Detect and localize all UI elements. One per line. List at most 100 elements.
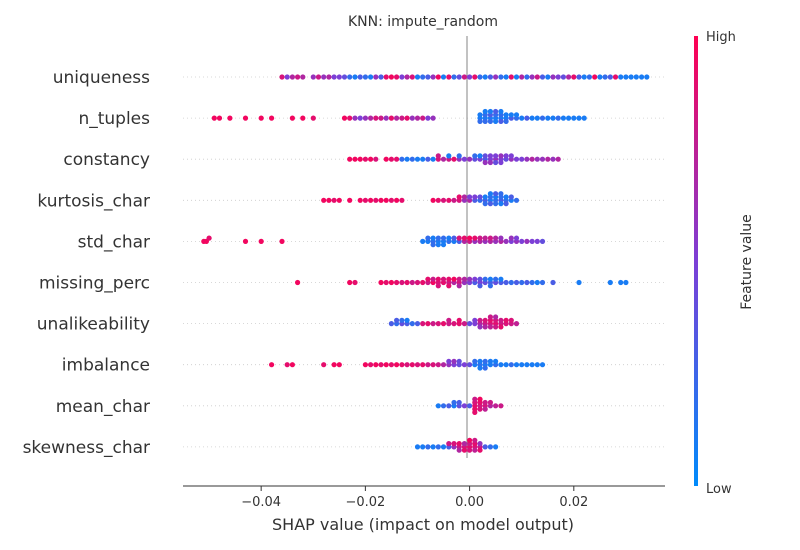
shap-point [269, 115, 275, 121]
shap-point [493, 108, 499, 115]
shap-point [539, 238, 546, 244]
shap-point [513, 235, 520, 241]
shap-point [456, 399, 462, 406]
shap-point [498, 108, 504, 115]
shap-point [503, 153, 509, 159]
shap-point [300, 115, 306, 121]
shap-point [477, 396, 483, 402]
shap-point [461, 74, 467, 80]
shap-point [279, 74, 285, 80]
shap-point [529, 362, 535, 368]
shap-point [503, 112, 509, 118]
shap-point [498, 74, 504, 80]
shap-point [420, 444, 426, 450]
shap-point [368, 362, 374, 368]
points-layer [201, 74, 650, 453]
shap-point [404, 362, 410, 368]
shap-point [435, 197, 441, 203]
shap-point [430, 242, 436, 248]
shap-point [482, 194, 488, 200]
shap-point [399, 279, 405, 286]
shap-point [206, 235, 212, 241]
shap-point [524, 238, 530, 244]
shap-point [362, 156, 368, 162]
shap-point [409, 362, 415, 368]
shap-point [289, 362, 295, 368]
shap-point [493, 201, 499, 207]
shap-point [378, 279, 384, 286]
shap-point [409, 115, 415, 121]
colorbar-high-label: High [706, 30, 736, 45]
shap-point [425, 115, 431, 121]
shap-point [440, 276, 447, 282]
shap-point [493, 314, 499, 320]
shap-point [409, 279, 415, 286]
shap-point [503, 279, 509, 286]
shap-point [461, 441, 467, 447]
shap-point [482, 118, 488, 124]
shap-point [347, 74, 353, 80]
shap-point [487, 108, 493, 115]
shap-point [357, 156, 363, 162]
shap-point [394, 317, 400, 323]
shap-point [456, 235, 462, 241]
shap-point [336, 197, 342, 203]
shap-point [409, 321, 415, 327]
shap-point [493, 74, 499, 80]
shap-point [394, 156, 400, 162]
feature-label: unalikeability [37, 315, 150, 335]
shap-point [399, 156, 405, 162]
shap-point [472, 409, 478, 415]
shap-point [487, 358, 493, 364]
shap-point [555, 74, 561, 80]
shap-point [435, 403, 441, 409]
shap-point [347, 156, 353, 162]
shap-point [373, 197, 379, 203]
shap-point [420, 321, 426, 327]
shap-point [644, 74, 650, 80]
shap-point [482, 74, 488, 80]
shap-point [498, 201, 504, 207]
shap-point [435, 444, 441, 450]
shap-point [451, 399, 457, 406]
shap-point [388, 115, 394, 121]
shap-point [472, 317, 478, 323]
shap-point [435, 153, 441, 159]
shap-point [315, 74, 322, 80]
shap-point [388, 197, 394, 203]
shap-point [425, 362, 431, 368]
shap-point [394, 74, 400, 80]
feature-label: std_char [78, 232, 150, 252]
shap-point [446, 441, 452, 447]
shap-point [472, 437, 478, 443]
shap-point [482, 399, 488, 406]
shap-point [487, 191, 493, 197]
shap-point [420, 362, 426, 368]
shap-point [373, 156, 379, 162]
shap-point [430, 362, 436, 368]
shap-point [399, 362, 405, 368]
chart-title: KNN: impute_random [348, 14, 498, 30]
shap-point [409, 156, 415, 162]
shap-point [472, 194, 478, 200]
shap-point [284, 74, 290, 80]
shap-point [482, 317, 488, 323]
shap-point [456, 317, 462, 323]
x-tick-label: 0.00 [455, 495, 484, 510]
shap-point [414, 321, 421, 327]
shap-point [357, 115, 363, 121]
shap-point [289, 74, 295, 80]
shap-point [321, 74, 327, 80]
shap-point [503, 74, 509, 80]
shap-point [352, 74, 358, 80]
shap-point [435, 362, 441, 368]
shap-point [446, 74, 452, 80]
feature-labels: uniqueness n_tuples constancy kurtosis_char… [23, 68, 151, 458]
shap-point [534, 156, 540, 162]
shap-point [597, 74, 603, 80]
shap-point [513, 156, 520, 162]
shap-point [451, 235, 457, 241]
shap-point [446, 317, 452, 323]
shap-point [508, 362, 514, 368]
shap-point [612, 74, 619, 80]
